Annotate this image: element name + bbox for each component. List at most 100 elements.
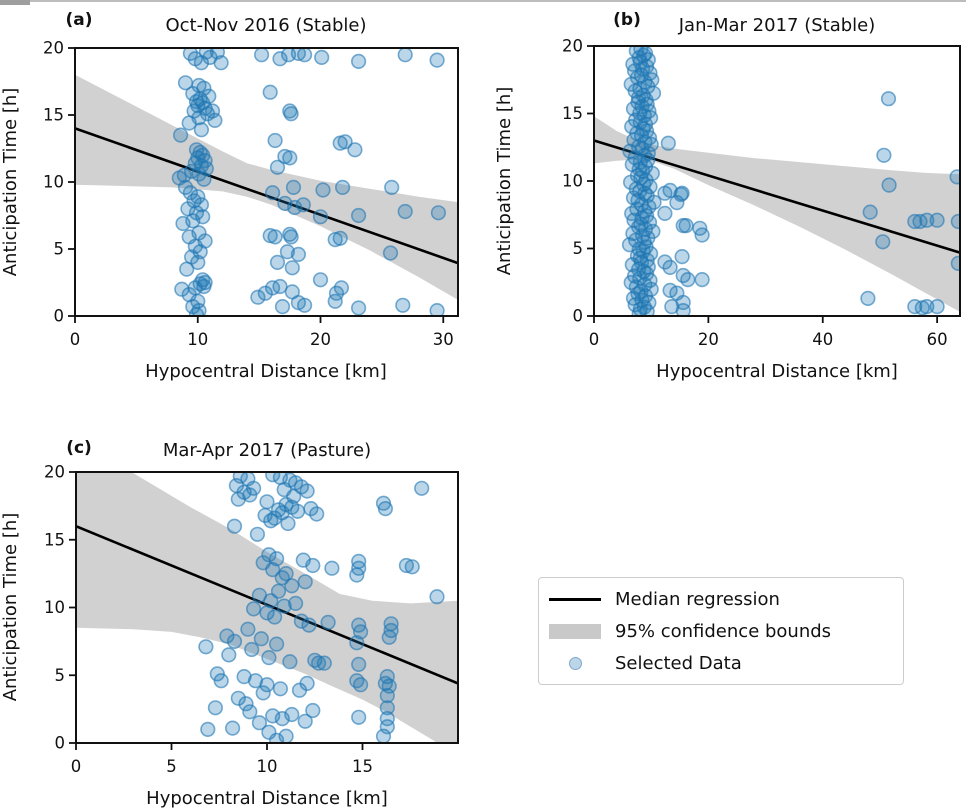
scatter-point [244, 641, 260, 658]
scatter-point [284, 578, 300, 594]
scatter-point [631, 306, 647, 316]
legend-label: Selected Data [615, 652, 742, 674]
y-tick-label: 0 [55, 734, 66, 753]
scatter-point [381, 629, 397, 645]
scatter-point [919, 299, 935, 315]
legend-item-selected-data: Selected Data [539, 648, 903, 678]
panel-b: 0 20 40 60 0 5 10 15 20 (b) Jan-Mar 2017 (Stable… [494, 10, 961, 382]
scatter-point [232, 472, 248, 484]
scatter-point [274, 299, 291, 315]
scatter-point [332, 230, 348, 246]
axis-ticks [68, 47, 445, 323]
x-tick-label: 20 [310, 330, 331, 349]
scatter-point [316, 655, 332, 671]
window-top-border [0, 0, 966, 2]
confidence-band [594, 116, 960, 312]
x-tick-label: 15 [352, 757, 373, 776]
scatter-point [862, 204, 878, 220]
confidence-band-sample [549, 623, 601, 639]
scatter-point [276, 598, 292, 614]
y-tick-label: 20 [562, 37, 583, 56]
scatter-point [269, 254, 286, 270]
scatter-point [301, 617, 317, 633]
scatter-point [414, 480, 430, 496]
scatter-point [282, 654, 298, 670]
scatter-point [254, 48, 270, 63]
scatter-point [280, 515, 296, 532]
scatter-point [272, 278, 288, 295]
scatter-point [429, 303, 445, 316]
scatter-point [657, 205, 673, 221]
scatter-point [680, 272, 696, 288]
confidence-band [76, 472, 458, 743]
scatter-point [253, 631, 269, 647]
scatter-point [181, 115, 197, 131]
scatter-point [375, 728, 392, 743]
panel-b-plot-area: 0 20 40 60 0 5 10 15 20 [562, 37, 961, 349]
scatter-point [397, 203, 413, 220]
x-tick-label: 30 [433, 330, 454, 349]
scatter-point [272, 681, 289, 697]
scatter-point [255, 685, 271, 701]
scatter-point [333, 280, 350, 296]
scatter-point [430, 205, 447, 221]
scatter-point [929, 299, 945, 315]
scatter-point [173, 127, 189, 143]
scatter-point [324, 560, 340, 576]
panel-c: 0 5 10 15 0 5 10 15 20 (c) Mar-Apr 2017 (Pasture… [0, 438, 459, 809]
scatter-point [320, 614, 336, 630]
scatter-point [314, 49, 330, 66]
scatter-point [379, 700, 395, 716]
scatter-point [919, 212, 935, 228]
y-tick-label: 15 [562, 104, 583, 123]
scatter-point [196, 171, 212, 187]
legend-item-median-regression: Median regression [539, 584, 903, 614]
scatter-point [190, 254, 206, 270]
scatter-point [657, 254, 673, 270]
scatter-marker-icon [568, 656, 582, 670]
scatter-point [221, 647, 237, 663]
scatter-point [175, 215, 191, 232]
scatter-point [284, 260, 300, 276]
panel-c-title: Mar-Apr 2017 (Pasture) [163, 440, 371, 461]
scatter-point [279, 244, 296, 260]
scatter-point [395, 297, 411, 313]
scatter-point [265, 472, 281, 483]
scatter-point [282, 150, 298, 166]
panel-a-letter: (a) [65, 10, 92, 30]
scatter-point [297, 713, 313, 729]
x-tick-label: 20 [698, 330, 719, 349]
scatter-point [335, 179, 351, 195]
scatter-point [263, 513, 279, 529]
y-tick-label: 10 [562, 172, 583, 191]
scatter-point [398, 557, 415, 574]
scatter-point [384, 179, 400, 195]
scatter-point [662, 282, 678, 299]
scatter-point [880, 91, 897, 107]
scatter-point [269, 636, 285, 652]
x-tick-label: 0 [589, 330, 600, 349]
scatter-point [261, 650, 277, 666]
y-tick-label: 0 [573, 307, 584, 326]
scatter-point [188, 307, 205, 316]
scatter-point [272, 51, 288, 67]
scatter-point [351, 300, 367, 316]
panel-c-letter: (c) [66, 438, 92, 458]
x-tick-label: 10 [257, 757, 278, 776]
panel-a-title: Oct-Nov 2016 (Stable) [165, 15, 366, 36]
scatter-point [377, 500, 394, 517]
scatter-point [269, 159, 286, 175]
scatter-point [219, 628, 235, 644]
scatter-points [171, 48, 447, 316]
x-tick-label: 40 [812, 330, 833, 349]
scatter-point [347, 142, 363, 158]
scatter-point [226, 518, 243, 534]
panel-a-plot-area: 0 10 20 30 0 5 10 15 20 [43, 39, 459, 349]
scatter-point [950, 213, 960, 230]
scatter-point [269, 732, 285, 743]
scatter-point [257, 285, 273, 301]
scatter-point [315, 182, 331, 198]
scatter-point [283, 106, 299, 122]
scatter-point [193, 197, 209, 213]
scatter-point [881, 177, 897, 193]
